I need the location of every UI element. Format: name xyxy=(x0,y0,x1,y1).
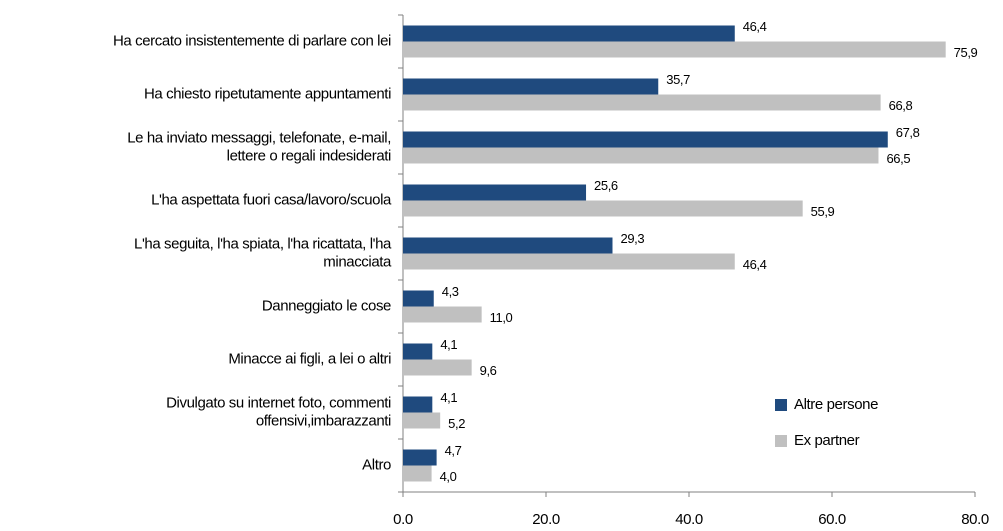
value-label: 4,1 xyxy=(440,337,457,352)
value-label: 67,8 xyxy=(896,125,920,140)
bar xyxy=(403,237,613,254)
bar xyxy=(403,25,735,42)
value-label: 9,6 xyxy=(480,363,497,378)
bar xyxy=(403,94,881,111)
x-tick-label: 20.0 xyxy=(532,511,560,528)
bar xyxy=(403,306,482,323)
bar xyxy=(403,396,433,413)
bar xyxy=(403,184,587,201)
value-label: 4,0 xyxy=(440,469,457,484)
bar xyxy=(403,343,433,360)
value-label: 46,4 xyxy=(743,19,767,34)
value-label: 4,3 xyxy=(442,284,459,299)
value-label: 4,1 xyxy=(440,390,457,405)
x-tick-label: 0.0 xyxy=(393,511,413,528)
x-tick-label: 80.0 xyxy=(961,511,989,528)
bar xyxy=(403,290,434,307)
bar xyxy=(403,253,735,270)
value-label: 29,3 xyxy=(620,231,644,246)
value-label: 35,7 xyxy=(666,72,690,87)
category-label: L'ha aspettata fuori casa/lavoro/scuola xyxy=(151,191,392,208)
bar xyxy=(403,200,803,217)
bar xyxy=(403,449,437,466)
category-label: Minacce ai figli, a lei o altri xyxy=(228,350,391,367)
bar xyxy=(403,147,879,164)
category-label: Danneggiato le cose xyxy=(262,297,391,314)
bar xyxy=(403,465,432,482)
value-label: 25,6 xyxy=(594,178,618,193)
x-tick-label: 40.0 xyxy=(675,511,703,528)
category-label: Altro xyxy=(362,456,391,473)
category-label: Divulgato su internet foto, commenti offe… xyxy=(166,394,391,429)
legend-swatch xyxy=(775,399,787,411)
category-label: Le ha inviato messaggi, telefonate, e-ma… xyxy=(127,129,391,164)
value-label: 46,4 xyxy=(743,257,767,272)
bar xyxy=(403,412,441,429)
category-label: L'ha seguita, l'ha spiata, l'ha ricattat… xyxy=(134,235,392,270)
value-label: 66,5 xyxy=(886,151,910,166)
x-tick-label: 60.0 xyxy=(818,511,846,528)
legend-swatch xyxy=(775,435,787,447)
bar xyxy=(403,131,888,148)
value-label: 66,8 xyxy=(889,98,913,113)
bar xyxy=(403,359,472,376)
bar xyxy=(403,41,946,58)
bar xyxy=(403,78,659,95)
category-label: Ha chiesto ripetutamente appuntamenti xyxy=(144,85,391,102)
category-label: Ha cercato insistentemente di parlare co… xyxy=(113,32,391,49)
legend-label: Altre persone xyxy=(794,396,878,413)
value-label: 11,0 xyxy=(490,310,513,325)
legend-label: Ex partner xyxy=(794,432,860,449)
value-label: 55,9 xyxy=(811,204,835,219)
value-label: 75,9 xyxy=(954,45,978,60)
value-label: 5,2 xyxy=(448,416,465,431)
value-label: 4,7 xyxy=(445,443,462,458)
